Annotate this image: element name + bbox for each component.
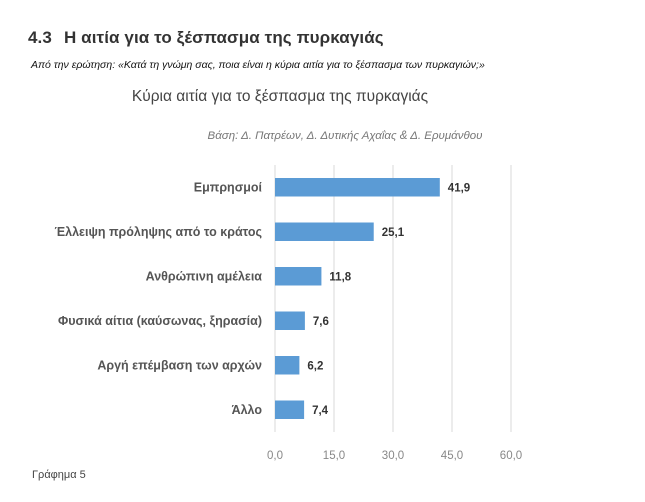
category-label: Φυσικά αίτια (καύσωνας, ξηρασία) (58, 314, 262, 328)
data-label: 11,8 (329, 271, 351, 283)
category-label: Έλλειψη πρόληψης από το κράτος (54, 225, 262, 239)
x-tick-label: 60,0 (500, 450, 522, 462)
category-label: Αργή επέμβαση των αρχών (97, 358, 262, 372)
data-label: 7,4 (312, 405, 329, 417)
data-label: 7,6 (313, 316, 329, 328)
category-label: Εμπρησμοί (194, 180, 263, 194)
figure-caption: Γράφημα 5 (32, 469, 86, 481)
section-number: 4.3 (28, 28, 52, 47)
chart-subtitle: Βάση: Δ. Πατρέων, Δ. Δυτικής Αχαΐας & Δ.… (207, 130, 483, 142)
question-text: Από την ερώτηση: «Κατά τη γνώμη σας, ποι… (31, 59, 485, 71)
bar (275, 356, 300, 375)
data-label: 25,1 (382, 227, 405, 239)
x-tick-label: 30,0 (382, 450, 404, 462)
data-label: 41,9 (448, 182, 470, 194)
section-title: Η αιτία για το ξέσπασμα της πυρκαγιάς (63, 28, 384, 47)
bar (275, 311, 305, 330)
x-tick-label: 15,0 (323, 450, 345, 462)
bar (275, 400, 305, 419)
chart-title: Κύρια αιτία για το ξέσπασμα της πυρκαγιά… (131, 88, 429, 105)
bar (275, 267, 322, 286)
data-label: 6,2 (307, 360, 323, 372)
x-tick-label: 45,0 (441, 450, 463, 462)
bar (275, 178, 440, 197)
bar (275, 222, 374, 241)
category-label: Άλλο (232, 403, 263, 417)
section-heading: 4.3 Η αιτία για το ξέσπασμα της πυρκαγιάς (28, 28, 384, 48)
category-label: Ανθρώπινη αμέλεια (146, 269, 263, 283)
x-tick-label: 0,0 (267, 450, 283, 462)
